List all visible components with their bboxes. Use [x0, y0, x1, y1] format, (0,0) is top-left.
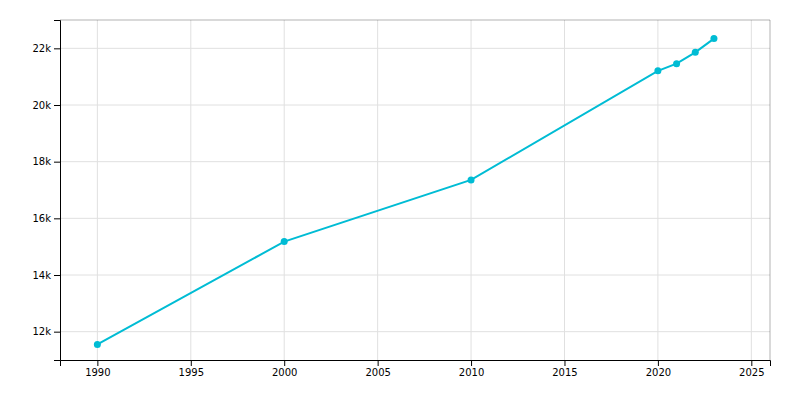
grid-line-y — [60, 218, 770, 219]
y-tick: 18k — [32, 156, 60, 167]
grid — [60, 20, 770, 360]
chart-container: 1990 1995 2000 2005 2010 2015 2020 2025 12k 14k 16… — [0, 0, 800, 400]
x-tick: 2025 — [739, 360, 764, 378]
x-tick-mark — [471, 360, 472, 366]
point — [710, 35, 717, 42]
grid-line-y — [60, 161, 770, 162]
grid-line-y — [60, 48, 770, 49]
x-tick-label: 2010 — [459, 367, 484, 378]
y-tick-label: 12k — [32, 326, 51, 337]
x-tick-mark — [751, 360, 752, 366]
x-tick-mark — [191, 360, 192, 366]
x-tick: 2010 — [459, 360, 484, 378]
grid-line-x — [190, 20, 191, 360]
x-tick-label: 1990 — [85, 367, 110, 378]
x-tick-label: 2015 — [552, 367, 577, 378]
grid-line-x — [564, 20, 565, 360]
chart-svg: 1990 1995 2000 2005 2010 2015 2020 2025 12k 14k 16… — [0, 0, 800, 400]
x-tick-mark — [658, 360, 659, 366]
x-axis-line — [61, 361, 771, 367]
x-tick-mark — [284, 360, 285, 366]
x-tick-label: 2005 — [365, 367, 390, 378]
x-tick-mark — [564, 360, 565, 366]
point — [673, 60, 680, 67]
grid-line-x — [97, 20, 98, 360]
grid-line-x — [284, 20, 285, 360]
y-tick-mark — [54, 275, 60, 276]
y-tick-label: 14k — [32, 270, 51, 281]
y-tick-mark — [54, 48, 60, 49]
x-tick: 2020 — [646, 360, 671, 378]
y-tick: 20k — [32, 100, 60, 111]
x-tick-label: 2000 — [272, 367, 297, 378]
y-tick-label: 16k — [32, 213, 51, 224]
y-tick-mark — [54, 105, 60, 106]
x-tick-label: 1995 — [179, 367, 204, 378]
marks — [94, 35, 718, 348]
grid-line-y — [60, 105, 770, 106]
y-tick: 12k — [32, 326, 60, 337]
y-tick-mark — [54, 218, 60, 219]
x-tick: 2000 — [272, 360, 297, 378]
grid-line-x — [471, 20, 472, 360]
y-tick-mark — [54, 332, 60, 333]
y-tick: 22k — [32, 43, 60, 54]
point — [94, 341, 101, 348]
y-tick-label: 18k — [32, 156, 51, 167]
x-tick-mark — [378, 360, 379, 366]
grid-line-x — [751, 20, 752, 360]
frame-right — [770, 20, 771, 360]
grid-line-y — [60, 331, 770, 332]
y-axis: 12k 14k 16k 18k 20k 22k — [32, 21, 60, 361]
point — [468, 176, 475, 183]
x-tick: 1990 — [85, 360, 110, 378]
y-axis-line — [54, 21, 61, 361]
y-tick: 16k — [32, 213, 60, 224]
point — [654, 67, 661, 74]
x-tick-label: 2020 — [646, 367, 671, 378]
x-tick-mark — [97, 360, 98, 366]
y-tick-mark — [54, 162, 60, 163]
y-tick-label: 20k — [32, 100, 51, 111]
point — [692, 49, 699, 56]
x-axis: 1990 1995 2000 2005 2010 2015 2020 2025 — [61, 360, 771, 378]
y-tick-label: 22k — [32, 43, 51, 54]
grid-line-y — [60, 275, 770, 276]
x-tick-label: 2025 — [739, 367, 764, 378]
x-tick: 1995 — [179, 360, 204, 378]
y-tick: 14k — [32, 270, 60, 281]
x-tick: 2005 — [365, 360, 390, 378]
point — [281, 238, 288, 245]
line — [97, 39, 714, 345]
plot-area: 1990 1995 2000 2005 2010 2015 2020 2025 12k 14k 16… — [32, 20, 770, 378]
grid-line-x — [377, 20, 378, 360]
frame-top — [60, 20, 770, 21]
x-tick: 2015 — [552, 360, 577, 378]
